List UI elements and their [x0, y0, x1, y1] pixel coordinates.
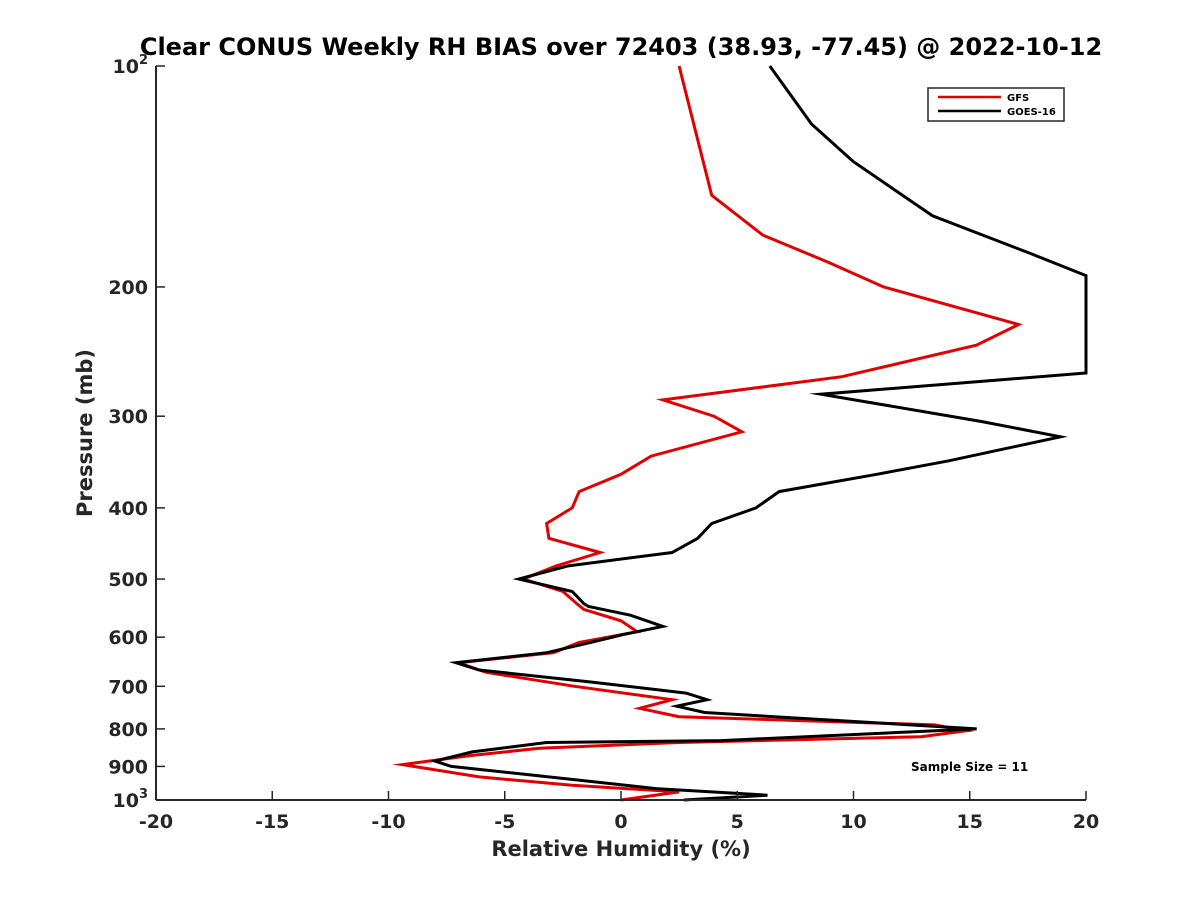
- y-tick-label: 800: [108, 719, 148, 741]
- x-tick-label: 5: [731, 811, 744, 833]
- sample-size-annotation: Sample Size = 11: [911, 760, 1028, 774]
- y-axis-label: Pressure (mb): [73, 349, 97, 517]
- x-ticks: -20 -15 -10 -5 0 5 10 15 20: [139, 791, 1099, 833]
- y-ticks: 102 200 300 400 500 600 700 800 900 103: [108, 53, 165, 812]
- x-tick-label: -5: [494, 811, 515, 833]
- y-tick-label: 900: [108, 756, 148, 778]
- x-tick-label: -10: [371, 811, 405, 833]
- x-axis-label: Relative Humidity (%): [491, 837, 750, 861]
- x-tick-label: 10: [840, 811, 866, 833]
- x-tick-label: 20: [1073, 811, 1099, 833]
- chart-title: Clear CONUS Weekly RH BIAS over 72403 (3…: [140, 33, 1102, 61]
- y-tick-label: 102: [113, 53, 149, 78]
- legend-box: [927, 87, 1065, 122]
- series-line-goes16: [429, 65, 1088, 802]
- legend-label-gfs: GFS: [1007, 93, 1029, 104]
- legend: GFS GOES-16: [927, 87, 1065, 122]
- y-tick-label: 400: [108, 498, 148, 520]
- y-tick-label: 300: [108, 406, 148, 428]
- y-tick-label: 500: [108, 569, 148, 591]
- y-tick-label: 600: [108, 627, 148, 649]
- legend-label-goes16: GOES-16: [1007, 107, 1056, 118]
- y-tick-label: 103: [113, 787, 149, 812]
- y-tick-label: 200: [108, 277, 148, 299]
- y-tick-label: 700: [108, 676, 148, 698]
- x-tick-label: 15: [957, 811, 983, 833]
- series-layer: [392, 65, 1088, 802]
- x-tick-label: -20: [139, 811, 173, 833]
- x-tick-label: 0: [614, 811, 627, 833]
- x-tick-label: -15: [255, 811, 289, 833]
